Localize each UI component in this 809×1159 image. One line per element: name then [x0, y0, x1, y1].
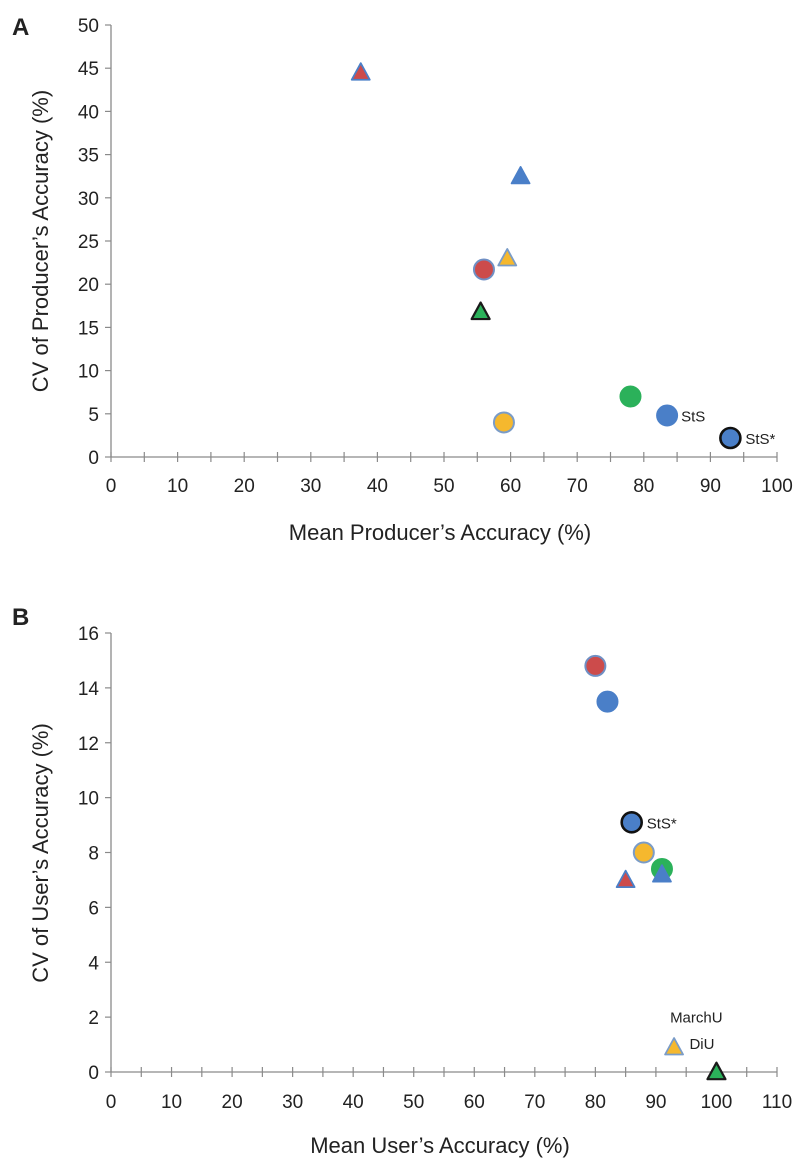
x-tick-label: 20	[234, 476, 255, 497]
y-tick-label: 14	[78, 679, 100, 700]
x-tick-label: 50	[403, 1092, 424, 1113]
panel-letter: A	[12, 14, 29, 41]
y-tick-label: 6	[88, 898, 99, 919]
y-tick-label: 5	[88, 405, 99, 426]
x-tick-label: 10	[161, 1092, 182, 1113]
y-tick-label: 0	[88, 448, 99, 469]
data-label: StS*	[745, 431, 775, 448]
data-point	[620, 811, 643, 834]
x-tick-label: 60	[500, 476, 521, 497]
data-point	[719, 426, 742, 450]
panel-b: B 0 2 4 6 8 10 12 14 16 0 10 20 30 40 50 60 70 80 90 100 110…	[12, 604, 792, 1158]
y-axis-title: CV of Producer’s Accuracy (%)	[28, 90, 53, 392]
data-label: MarchU	[670, 1009, 723, 1026]
data-point	[584, 654, 607, 677]
y-tick-label: 45	[78, 59, 99, 80]
data-point	[619, 385, 642, 408]
x-tick-label: 80	[585, 1092, 606, 1113]
x-tick-label: 100	[761, 476, 793, 497]
y-tick-label: 10	[78, 362, 99, 383]
data-label: StS*	[647, 815, 677, 832]
x-tick-label: 40	[343, 1092, 364, 1113]
data-point	[615, 869, 636, 889]
x-tick-label: 30	[282, 1092, 303, 1113]
y-axis-title: CV of User’s Accuracy (%)	[28, 723, 53, 983]
y-tick-label: 40	[78, 102, 99, 123]
data-point	[664, 1037, 684, 1056]
y-tick-label: 10	[78, 789, 99, 810]
x-tick-label: 70	[567, 476, 588, 497]
data-point	[706, 1061, 727, 1081]
y-tick-label: 35	[78, 146, 99, 167]
x-axis-title: Mean Producer’s Accuracy (%)	[289, 520, 591, 545]
data-point	[632, 841, 655, 864]
data-point	[656, 404, 679, 427]
x-tick-label: 100	[701, 1092, 733, 1113]
y-tick-label: 12	[78, 734, 99, 755]
y-tick-label: 15	[78, 318, 99, 339]
x-tick-label: 60	[464, 1092, 485, 1113]
x-axis-title: Mean User’s Accuracy (%)	[310, 1133, 570, 1158]
x-tick-label: 70	[524, 1092, 545, 1113]
data-point	[492, 411, 515, 434]
y-tick-label: 25	[78, 232, 99, 253]
x-tick-label: 30	[300, 476, 321, 497]
panel-letter: B	[12, 604, 29, 631]
data-point	[350, 62, 371, 81]
x-tick-label: 40	[367, 476, 388, 497]
data-point	[596, 690, 619, 713]
data-point	[510, 165, 531, 185]
x-tick-label: 10	[167, 476, 188, 497]
data-label: DiU	[689, 1036, 714, 1053]
x-tick-label: 50	[433, 476, 454, 497]
y-tick-label: 16	[78, 624, 99, 645]
data-point	[472, 258, 495, 281]
x-tick-label: 90	[645, 1092, 666, 1113]
y-tick-label: 50	[78, 16, 99, 37]
y-tick-label: 4	[88, 953, 99, 974]
x-tick-label: 0	[106, 1092, 117, 1113]
data-point	[470, 301, 491, 321]
y-tick-label: 0	[88, 1063, 99, 1084]
x-tick-label: 0	[106, 476, 117, 497]
y-tick-label: 30	[78, 189, 99, 210]
panel-a: A 0 5 10 15 20 25 30 35 40 45 50 0 10 20 30 40 50 60 70 80 9…	[12, 14, 793, 545]
y-tick-label: 20	[78, 275, 99, 296]
x-tick-label: 20	[222, 1092, 243, 1113]
x-tick-label: 80	[633, 476, 654, 497]
x-tick-label: 90	[700, 476, 721, 497]
x-tick-label: 110	[762, 1092, 792, 1113]
data-point	[497, 248, 518, 267]
data-point	[652, 864, 672, 883]
y-tick-label: 2	[88, 1008, 99, 1029]
y-tick-label: 8	[88, 844, 99, 865]
data-label: StS	[681, 409, 705, 426]
